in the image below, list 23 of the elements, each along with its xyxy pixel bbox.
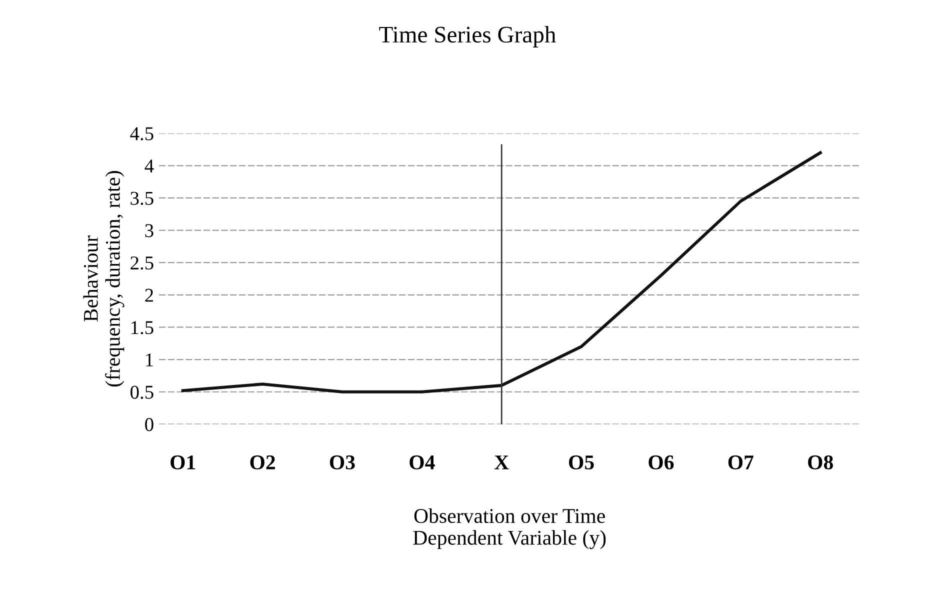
x-tick-label: O8 bbox=[808, 455, 833, 470]
y-tick-label: 3.5 bbox=[130, 192, 154, 205]
y-tick-label: 4.5 bbox=[130, 127, 154, 140]
x-tick-label: O4 bbox=[410, 455, 435, 470]
x-tick-label: O6 bbox=[648, 455, 674, 470]
chart-title: Time Series Graph bbox=[379, 26, 556, 48]
y-tick-label: 1.5 bbox=[131, 321, 154, 334]
y-tick-label: 4 bbox=[144, 160, 154, 172]
y-tick-label: 2 bbox=[145, 288, 154, 302]
y-tick-label: 0 bbox=[145, 418, 154, 432]
y-tick-label: 3 bbox=[145, 224, 154, 238]
x-axis-title: Observation over Time Dependent Variable (y) bbox=[413, 508, 606, 550]
y-tick-label: 0.5 bbox=[130, 386, 154, 399]
y-tick-label: 2.5 bbox=[130, 256, 154, 270]
x-tick-label: O2 bbox=[250, 455, 275, 470]
x-tick-label: O1 bbox=[170, 455, 196, 470]
x-tick-label: O3 bbox=[330, 455, 355, 470]
x-tick-label: O7 bbox=[728, 455, 754, 470]
x-tick-label: O5 bbox=[569, 455, 594, 470]
line-series bbox=[181, 151, 822, 394]
x-tick-label: X bbox=[494, 456, 509, 470]
y-tick-label: 1 bbox=[146, 353, 153, 366]
y-axis-title: Behaviour (frequency, duration, rate) bbox=[83, 171, 124, 386]
